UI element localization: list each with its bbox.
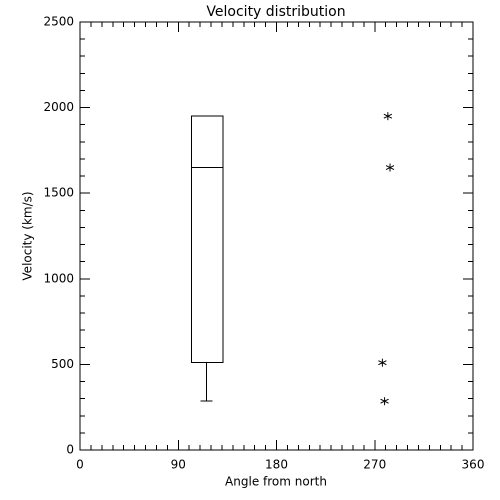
box-body	[190, 115, 224, 364]
asterisk-stroke	[378, 360, 387, 366]
y-tick-label: 2000	[43, 100, 74, 114]
y-axis-title: Velocity (km/s)	[21, 191, 35, 280]
x-axis-title: Angle from north	[225, 475, 327, 489]
x-tick-label: 0	[76, 458, 84, 472]
outlier-point	[380, 397, 389, 406]
x-tick-label: 90	[171, 458, 186, 472]
y-tick-label: 1000	[43, 271, 74, 285]
x-tick-label: 180	[265, 458, 288, 472]
outlier-point	[385, 163, 395, 172]
y-tick-label: 1500	[43, 186, 74, 200]
asterisk-stroke	[385, 165, 395, 170]
chart-title: Velocity distribution	[206, 4, 345, 20]
asterisk-stroke	[383, 113, 393, 119]
asterisk-stroke	[380, 398, 389, 404]
y-tick-label: 0	[66, 443, 74, 457]
x-tick-label: 360	[462, 458, 485, 472]
outlier-point	[378, 358, 387, 367]
y-tick-label: 500	[51, 357, 74, 371]
y-tick-label: 2500	[43, 15, 74, 29]
outlier-point	[383, 112, 393, 121]
x-tick-label: 270	[363, 458, 386, 472]
